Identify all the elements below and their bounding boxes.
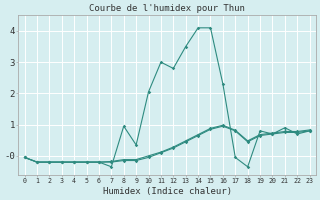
- Title: Courbe de l'humidex pour Thun: Courbe de l'humidex pour Thun: [89, 4, 245, 13]
- X-axis label: Humidex (Indice chaleur): Humidex (Indice chaleur): [103, 187, 232, 196]
